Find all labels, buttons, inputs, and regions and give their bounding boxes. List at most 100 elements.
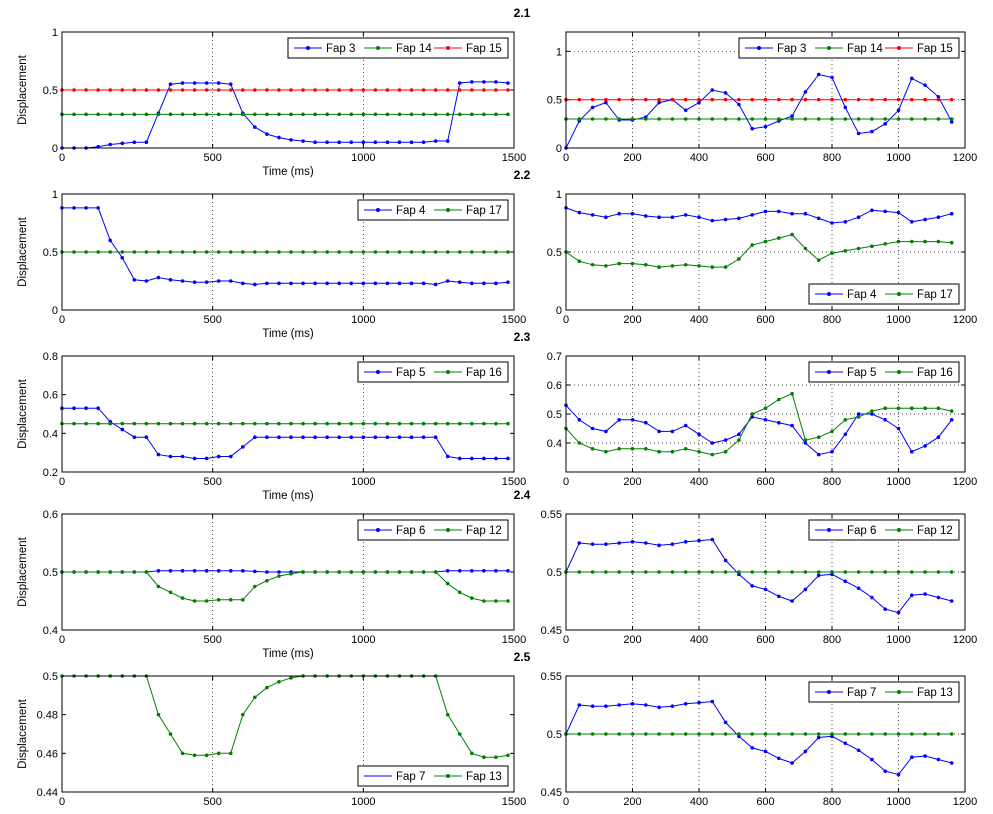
data-point bbox=[896, 210, 901, 215]
data-point bbox=[156, 88, 161, 92]
data-point bbox=[657, 100, 661, 105]
data-point bbox=[590, 447, 595, 451]
data-point bbox=[445, 454, 450, 459]
data-point bbox=[910, 76, 914, 81]
data-point bbox=[433, 250, 438, 254]
data-point bbox=[697, 215, 701, 219]
y-tick-label: 0.7 bbox=[547, 351, 562, 363]
data-point bbox=[803, 587, 808, 592]
series-line bbox=[565, 393, 952, 456]
data-point bbox=[180, 88, 185, 92]
legend: Fap 3 Fap 14 Fap 15 bbox=[738, 37, 960, 59]
data-point bbox=[506, 456, 510, 461]
series-fap-5 bbox=[60, 406, 510, 461]
data-point bbox=[325, 435, 329, 440]
data-point bbox=[192, 569, 197, 573]
y-tick-label: 0.4 bbox=[43, 625, 58, 637]
legend-swatch-marker bbox=[446, 528, 450, 532]
data-point bbox=[830, 221, 834, 225]
data-point bbox=[710, 97, 715, 102]
data-point bbox=[216, 88, 221, 92]
legend-label: Fap 15 bbox=[466, 43, 502, 55]
data-point bbox=[373, 281, 378, 286]
x-tick-label: 1000 bbox=[886, 796, 910, 808]
data-point bbox=[241, 250, 245, 254]
data-point bbox=[482, 281, 486, 286]
data-point bbox=[737, 732, 741, 736]
data-point bbox=[325, 112, 329, 117]
data-point bbox=[216, 751, 221, 756]
data-point bbox=[265, 578, 269, 583]
data-point bbox=[803, 749, 808, 754]
data-point bbox=[750, 97, 754, 102]
data-point bbox=[265, 112, 269, 117]
data-point bbox=[923, 754, 927, 758]
y-tick-label: 1 bbox=[52, 27, 58, 39]
row-label: 2.5 bbox=[514, 650, 531, 664]
data-point bbox=[910, 755, 914, 759]
data-point bbox=[120, 421, 125, 426]
data-point bbox=[506, 421, 510, 426]
data-point bbox=[577, 732, 582, 736]
data-point bbox=[590, 213, 595, 217]
data-point bbox=[96, 250, 100, 254]
data-point bbox=[763, 97, 768, 102]
data-point bbox=[144, 435, 149, 440]
data-point bbox=[84, 570, 88, 574]
data-point bbox=[883, 117, 887, 121]
data-point bbox=[192, 112, 197, 117]
data-point bbox=[132, 421, 137, 426]
data-point bbox=[409, 435, 414, 440]
data-point bbox=[896, 426, 901, 431]
axes-frame bbox=[61, 513, 515, 631]
data-point bbox=[790, 97, 794, 102]
data-point bbox=[361, 250, 366, 254]
axes-frame bbox=[565, 31, 966, 149]
data-point bbox=[883, 406, 887, 411]
data-point bbox=[856, 412, 861, 416]
data-point bbox=[108, 112, 113, 117]
data-point bbox=[337, 421, 342, 426]
data-point bbox=[816, 573, 821, 578]
data-point bbox=[723, 217, 728, 222]
data-point bbox=[683, 108, 688, 113]
data-point bbox=[253, 282, 257, 287]
data-point bbox=[349, 88, 354, 92]
data-point bbox=[777, 756, 781, 761]
series-line bbox=[565, 207, 952, 224]
legend-label: Fap 6 bbox=[847, 525, 876, 537]
legend-swatch-marker bbox=[376, 46, 380, 50]
series-line bbox=[62, 207, 509, 286]
data-point bbox=[421, 88, 426, 92]
data-point bbox=[168, 82, 173, 86]
data-point bbox=[617, 211, 621, 216]
legend-label: Fap 4 bbox=[396, 205, 426, 217]
data-point bbox=[228, 421, 233, 426]
series-fap-3 bbox=[60, 80, 510, 150]
data-point bbox=[253, 584, 257, 589]
data-point bbox=[277, 574, 281, 578]
data-point bbox=[397, 250, 402, 254]
data-point bbox=[313, 570, 317, 574]
data-point bbox=[723, 449, 728, 454]
data-point bbox=[457, 590, 462, 595]
data-point bbox=[313, 435, 317, 440]
legend-label: Fap 13 bbox=[917, 687, 953, 699]
data-point bbox=[204, 112, 209, 117]
data-point bbox=[604, 97, 608, 102]
legend-box bbox=[357, 519, 509, 541]
series-fap-15 bbox=[60, 88, 510, 92]
series-line bbox=[62, 81, 509, 149]
y-tick-label: 1 bbox=[556, 46, 562, 58]
data-point bbox=[132, 250, 137, 254]
x-tick-label: 0 bbox=[563, 634, 569, 646]
data-point bbox=[445, 569, 450, 573]
series-fap-14 bbox=[60, 112, 510, 117]
data-point bbox=[72, 250, 76, 254]
legend-swatch-marker bbox=[446, 370, 450, 374]
legend-label: Fap 3 bbox=[777, 43, 806, 55]
data-point bbox=[710, 699, 715, 704]
data-point bbox=[630, 570, 635, 574]
y-tick-label: 0.5 bbox=[43, 247, 58, 259]
